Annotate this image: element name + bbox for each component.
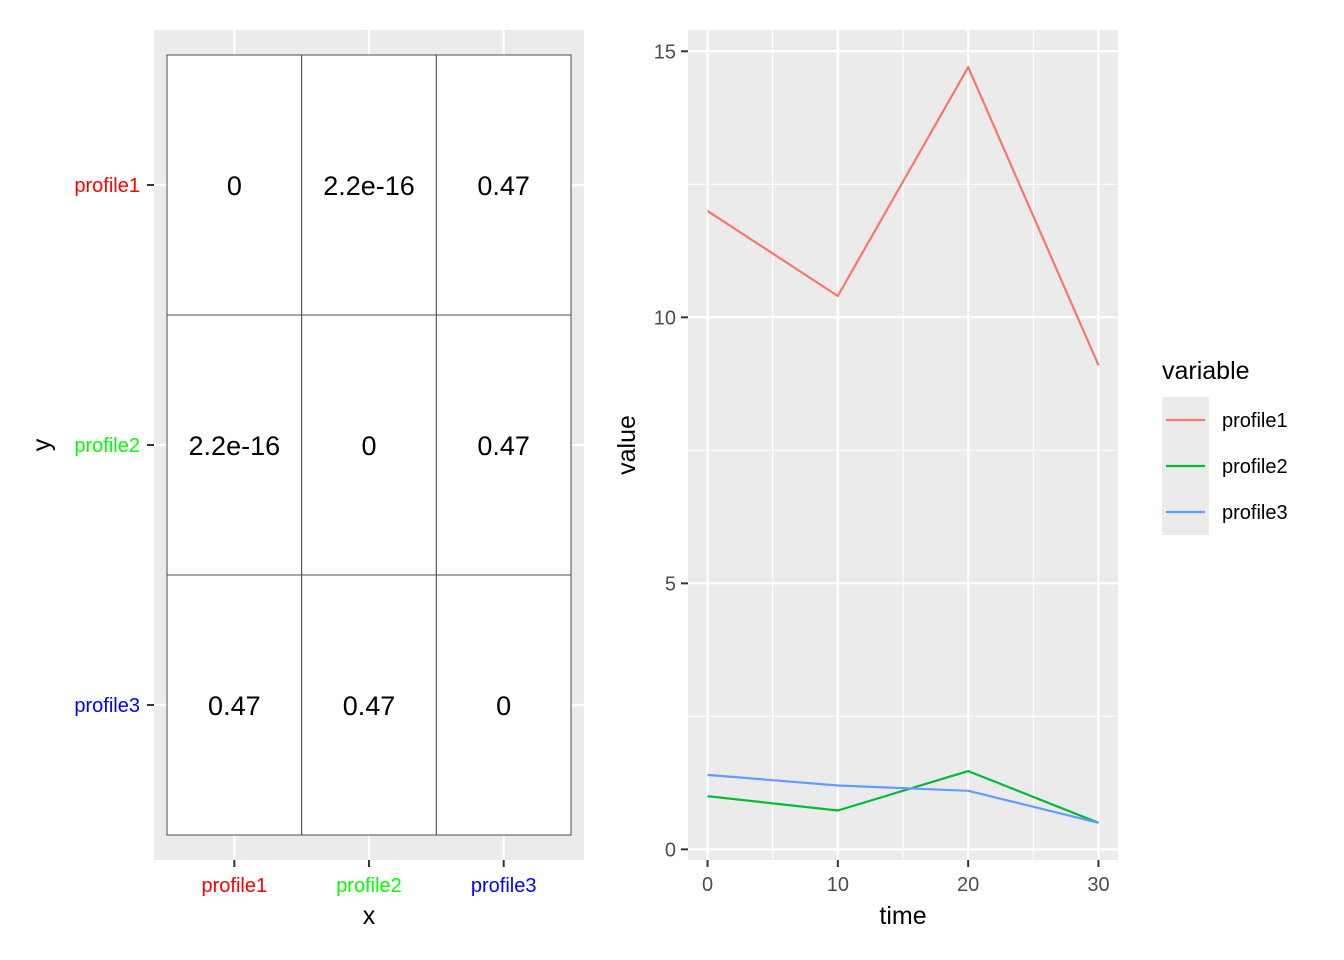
x-tick-label: 10 (827, 874, 849, 896)
heatmap-cell (435, 574, 572, 836)
y-axis-title: y (28, 438, 56, 451)
x-axis-title: x (363, 902, 376, 930)
heatmap-cell (301, 574, 437, 836)
series-line-profile1 (706, 66, 1100, 366)
legend-label: profile3 (1222, 502, 1288, 524)
x-axis-title: time (879, 902, 926, 930)
y-tick-label: 5 (665, 573, 676, 595)
y-tick-label: 0 (665, 839, 676, 861)
cell-label: 0.47 (477, 171, 530, 201)
y-tick-label: 10 (654, 307, 676, 329)
legend-title: variable (1162, 357, 1250, 385)
cell-label: 0 (361, 431, 376, 461)
series-line-profile2 (707, 769, 1099, 824)
legend: variable profile1 profile2 profile3 (1162, 357, 1288, 535)
cell-label: 0.47 (208, 691, 261, 721)
x-tick-label: profile3 (471, 875, 537, 897)
cell-label: 0 (227, 171, 242, 201)
y-tick-label: 15 (654, 41, 676, 63)
legend-label: profile2 (1222, 456, 1288, 478)
x-tick-label: profile2 (336, 875, 402, 897)
legend-label: profile1 (1222, 410, 1288, 432)
heatmap-cell (166, 574, 303, 836)
y-tick-label: profile1 (74, 175, 140, 197)
y-tick-label: profile3 (74, 695, 140, 717)
x-tick-label: 20 (957, 874, 979, 896)
cell-label: 2.2e-16 (323, 171, 415, 201)
x-tick-label: profile1 (202, 875, 268, 897)
y-axis-title: value (613, 415, 641, 475)
cell-label: 0.47 (343, 691, 396, 721)
line-chart: 0 10 20 30 0 5 10 15 time value variable profile1 pr… (613, 30, 1288, 930)
cell-label: 0 (496, 691, 511, 721)
x-tick-label: 30 (1087, 874, 1109, 896)
series-line-profile3 (707, 773, 1099, 824)
y-tick-label: profile2 (74, 435, 140, 457)
cell-label: 0.47 (477, 431, 530, 461)
heatmap-cell (301, 54, 437, 316)
cell-label: 2.2e-16 (189, 431, 281, 461)
x-tick-label: 0 (702, 874, 713, 896)
heatmap-chart: 0 2.2e-16 0.47 2.2e-16 0 0.47 0.47 0.47 0 profile… (28, 30, 584, 930)
heatmap-cell (435, 314, 572, 576)
